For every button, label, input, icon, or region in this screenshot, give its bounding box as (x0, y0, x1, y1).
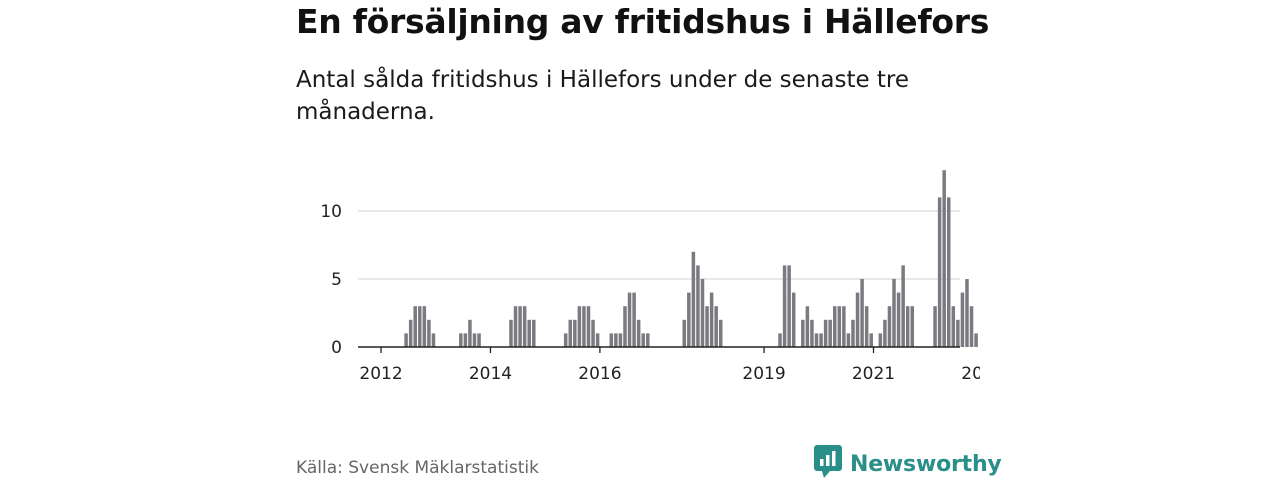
bar (855, 292, 860, 347)
bar (805, 306, 810, 347)
bar-chart: 05102012201420162019202120231 (320, 170, 980, 384)
chart-title: En försäljning av fritidshus i Hällefors (296, 2, 990, 41)
bar (969, 306, 974, 347)
y-tick-label: 5 (331, 270, 342, 290)
bar (459, 333, 463, 347)
x-tick-label: 2012 (359, 364, 402, 384)
bar (832, 306, 837, 347)
x-tick-label: 2014 (469, 364, 512, 384)
bar (577, 306, 582, 347)
bar (718, 319, 723, 347)
y-tick-label: 10 (320, 202, 342, 222)
bar (527, 319, 531, 347)
bar (413, 306, 417, 347)
x-tick-label: 2016 (578, 364, 621, 384)
bar (614, 333, 618, 347)
bar (696, 265, 700, 347)
bar (782, 265, 787, 347)
brand-name: Newsworthy (850, 451, 1002, 477)
bar (960, 292, 965, 347)
bar (632, 292, 636, 347)
newsworthy-brand[interactable]: Newsworthy (814, 445, 1002, 483)
bar (627, 292, 632, 347)
bar (801, 319, 805, 347)
bar (518, 306, 522, 347)
bar (974, 333, 978, 347)
bar (404, 333, 408, 347)
bar (846, 333, 851, 347)
bar (563, 333, 568, 347)
bar (641, 333, 645, 347)
bar (869, 333, 873, 347)
bar (709, 292, 714, 347)
bar (901, 265, 905, 347)
bar (532, 319, 536, 347)
bar (714, 306, 718, 347)
bar (427, 319, 431, 347)
bar (956, 319, 960, 347)
bar (609, 333, 614, 347)
bar (819, 333, 823, 347)
bar (408, 319, 413, 347)
y-tick-label: 0 (331, 338, 342, 358)
bar (691, 251, 696, 347)
bar (573, 319, 577, 347)
source-note: Källa: Svensk Mäklarstatistik (296, 458, 539, 478)
bar (791, 292, 796, 347)
bar (965, 279, 969, 347)
bar (787, 265, 791, 347)
bar (851, 319, 855, 347)
bar (837, 306, 842, 347)
bar (883, 319, 887, 347)
bar (828, 319, 832, 347)
bar (905, 306, 910, 347)
bar (582, 306, 586, 347)
bar (892, 279, 896, 347)
bar (509, 319, 513, 347)
bar (700, 279, 705, 347)
bar (431, 333, 436, 347)
bar (477, 333, 481, 347)
bar (618, 333, 623, 347)
bar (705, 306, 709, 347)
bar (513, 306, 518, 347)
newsworthy-logo-icon (814, 445, 842, 483)
bar (418, 306, 422, 347)
bar (463, 333, 468, 347)
bar (636, 319, 641, 347)
bar (595, 333, 600, 347)
bar (823, 319, 828, 347)
chart-subtitle: Antal sålda fritidshus i Hällefors under… (296, 67, 910, 125)
bar (896, 292, 901, 347)
bar (682, 319, 687, 347)
x-tick-label: 2021 (852, 364, 895, 384)
bar (860, 279, 864, 347)
bar (468, 319, 472, 347)
bar (522, 306, 527, 347)
bar (933, 306, 937, 347)
x-tick-label: 2019 (742, 364, 785, 384)
bar (687, 292, 691, 347)
bar (814, 333, 819, 347)
bar (568, 319, 573, 347)
bar (842, 306, 846, 347)
bar (472, 333, 477, 347)
bar (422, 306, 427, 347)
bar (878, 333, 883, 347)
bar (951, 306, 956, 347)
bar (864, 306, 869, 347)
bar (646, 333, 650, 347)
bar (887, 306, 892, 347)
bar (910, 306, 915, 347)
bar (586, 306, 591, 347)
bar (623, 306, 627, 347)
bar (591, 319, 595, 347)
bar (778, 333, 782, 347)
bar (942, 170, 946, 347)
x-tick-label: 2023 (961, 364, 980, 384)
bar (937, 197, 942, 347)
bar (810, 319, 814, 347)
bar (946, 197, 951, 347)
